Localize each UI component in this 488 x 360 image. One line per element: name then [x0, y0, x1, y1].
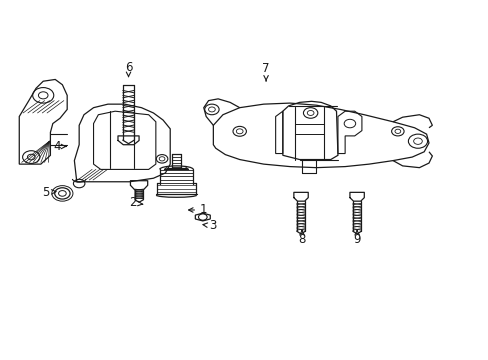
Text: 7: 7: [262, 62, 269, 81]
Text: 2: 2: [129, 197, 142, 210]
Text: 4: 4: [53, 140, 66, 153]
Text: 3: 3: [203, 219, 217, 232]
Text: 1: 1: [188, 203, 207, 216]
Text: 5: 5: [42, 186, 56, 199]
Text: 6: 6: [124, 60, 132, 77]
Text: 8: 8: [298, 230, 305, 247]
Text: 9: 9: [353, 230, 360, 247]
